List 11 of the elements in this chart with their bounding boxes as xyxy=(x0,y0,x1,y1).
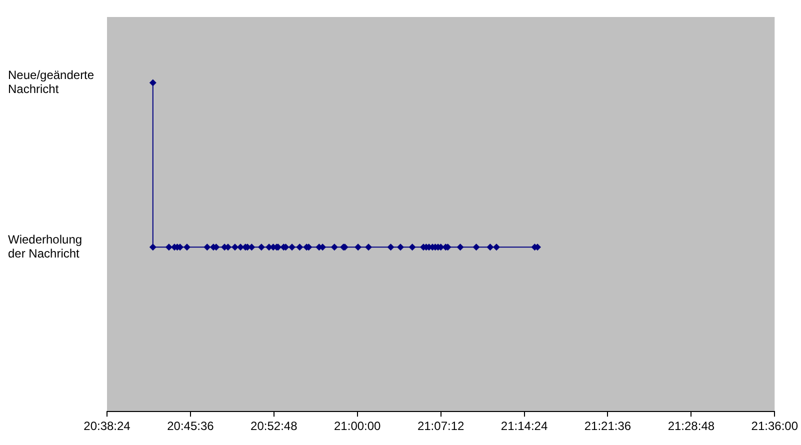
x-tick-label: 21:21:36 xyxy=(584,419,632,434)
text: Neue/geänderte Nachricht xyxy=(8,68,94,96)
x-tick-label: 20:38:24 xyxy=(84,419,131,434)
x-tick-label: 21:28:48 xyxy=(668,419,715,434)
x-tick-label: 21:14:24 xyxy=(500,419,548,434)
text: Wiederholung der Nachricht xyxy=(8,232,82,260)
x-tick-label: 20:45:36 xyxy=(167,419,214,434)
x-tick-label: 21:07:12 xyxy=(417,419,464,434)
x-tick-label: 21:36:00 xyxy=(751,419,798,434)
x-tick-label: 20:52:48 xyxy=(250,419,298,434)
x-tick-label: 21:00:00 xyxy=(334,419,382,434)
